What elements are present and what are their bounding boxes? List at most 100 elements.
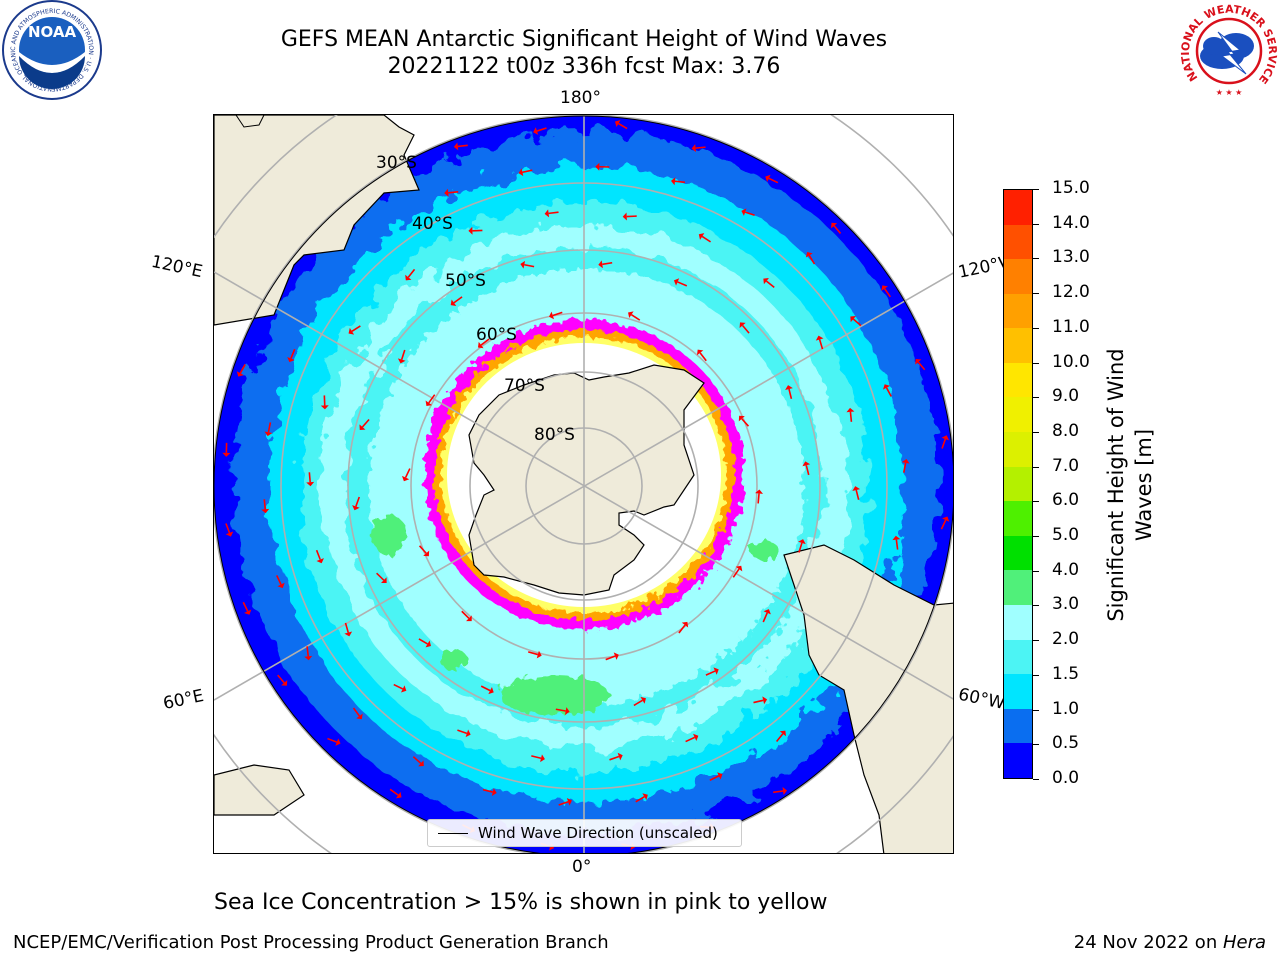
wind-arrow — [522, 169, 533, 174]
wind-arrow — [773, 790, 784, 794]
wind-arrow-head — [598, 260, 603, 269]
wind-arrow-head — [640, 696, 646, 704]
wind-arrows — [222, 120, 950, 851]
wind-arrow-head — [798, 539, 806, 545]
wind-arrow-head — [488, 687, 494, 695]
wind-arrow — [239, 364, 246, 374]
wind-arrow-head — [831, 222, 838, 229]
colorbar-segment — [1004, 674, 1032, 709]
wind-arrow — [480, 338, 490, 346]
wind-arrow — [685, 736, 696, 743]
wind-arrow-head — [698, 233, 705, 240]
wind-arrow — [678, 624, 686, 634]
lat-label-30s: 30°S — [376, 153, 417, 173]
colorbar-segment — [1004, 432, 1032, 467]
wind-arrow — [753, 699, 764, 704]
wind-arrow-head — [536, 650, 542, 659]
wind-arrow — [555, 708, 566, 712]
wind-arrow-head — [352, 505, 360, 511]
wind-arrow — [418, 545, 427, 554]
wind-arrow-head — [741, 208, 747, 216]
wind-arrow-head — [691, 144, 696, 153]
wind-arrow-head — [564, 707, 570, 715]
wind-arrow — [461, 610, 470, 619]
footer-date: 24 Nov 2022 on Hera — [1074, 932, 1266, 953]
wind-arrow-head — [261, 508, 270, 514]
colorbar-tick — [1033, 397, 1039, 399]
wind-arrow — [552, 311, 563, 317]
colorbar-tick — [1033, 189, 1039, 190]
wind-arrow — [242, 601, 249, 612]
wind-arrow-head — [755, 489, 764, 494]
colorbar — [1003, 189, 1033, 779]
wind-arrow — [558, 801, 569, 806]
map-panel: 30°S 40°S 50°S 60°S 70°S 80°S Wind Wave … — [213, 114, 954, 854]
wind-arrow — [524, 263, 535, 268]
wind-arrow-head — [735, 565, 743, 572]
wind-arrow-head — [805, 252, 813, 258]
wind-arrow — [633, 699, 643, 707]
wind-arrow — [895, 539, 899, 550]
colorbar-segment — [1004, 743, 1032, 778]
wind-arrow — [618, 122, 628, 130]
footer-host: Hera — [1222, 932, 1266, 953]
noaa-logo-text: NOAA — [28, 23, 77, 41]
wind-arrow — [400, 349, 406, 360]
wind-arrow — [482, 788, 493, 793]
legend-line-icon — [438, 833, 468, 834]
wind-arrow — [376, 572, 385, 581]
colorbar-tick — [1033, 709, 1039, 711]
wind-arrow-head — [304, 655, 313, 661]
colorbar-segment — [1004, 605, 1032, 640]
wind-arrow-head — [395, 791, 402, 799]
colorbar-segment — [1004, 535, 1032, 571]
wind-arrow-head — [642, 793, 648, 801]
colorbar-tick-label: 2.0 — [1052, 629, 1080, 650]
colorbar-label-line2: Waves [m] — [1132, 428, 1156, 542]
wind-arrow-head — [717, 772, 723, 780]
wind-arrow-head — [763, 278, 769, 285]
wind-arrow — [849, 411, 853, 422]
wind-arrow — [855, 489, 860, 500]
colorbar-label-line1: Significant Height of Wind — [1104, 348, 1128, 622]
colorbar-tick — [1033, 431, 1039, 433]
lon-label-120e: 120°E — [149, 251, 205, 283]
wind-arrow — [798, 542, 803, 553]
wind-arrow-head — [466, 615, 472, 622]
map-legend: Wind Wave Direction (unscaled) — [427, 819, 742, 847]
wind-arrow — [885, 387, 892, 397]
wind-arrow-head — [425, 640, 432, 648]
colorbar-tick — [1033, 466, 1039, 468]
wind-arrow — [448, 190, 459, 194]
svg-text:★ ★ ★: ★ ★ ★ — [1216, 88, 1243, 97]
wind-arrow — [528, 651, 539, 656]
colorbar-segment — [1004, 501, 1032, 536]
wind-arrow — [361, 418, 370, 428]
wind-arrow-head — [846, 407, 855, 413]
wind-arrow — [531, 755, 542, 760]
wind-arrow — [602, 261, 613, 266]
wind-arrow-head — [222, 452, 231, 457]
colorbar-tick-label: 7.0 — [1052, 455, 1080, 476]
lon-label-0: 0° — [572, 857, 592, 877]
chart-title: GEFS MEAN Antarctic Significant Height o… — [280, 27, 888, 52]
wind-arrow — [418, 638, 428, 645]
wind-arrow-head — [622, 212, 627, 221]
colorbar-tick — [1033, 327, 1039, 329]
wind-arrow-head — [401, 475, 410, 482]
wind-arrow-head — [477, 341, 484, 349]
wind-arrow-head — [785, 385, 793, 391]
lon-label-60e: 60°E — [161, 685, 206, 715]
wind-arrow — [833, 225, 842, 234]
wind-arrow-head — [613, 652, 619, 660]
wind-arrow-head — [901, 458, 910, 464]
footer-date-text: 24 Nov 2022 on — [1073, 932, 1223, 953]
colorbar-tick — [1033, 605, 1039, 607]
wind-arrow — [808, 255, 816, 265]
wind-arrow-head — [356, 713, 363, 720]
colorbar-tick-label: 3.0 — [1052, 594, 1080, 615]
wind-arrow — [705, 670, 716, 676]
wind-arrow-head — [802, 461, 811, 467]
wind-arrow-head — [915, 359, 922, 365]
wind-arrow — [744, 211, 755, 217]
